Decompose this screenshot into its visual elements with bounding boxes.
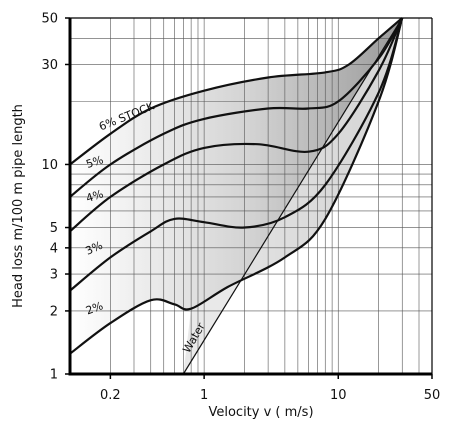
- y-tick-label: 4: [50, 241, 58, 256]
- tick-labels: 0.2 1 10 50 1 2 3 4 5 10 30 50: [41, 12, 440, 404]
- curve-label-3: 3%: [83, 239, 104, 258]
- y-tick-label: 1: [50, 368, 58, 383]
- y-tick-label: 5: [50, 221, 58, 236]
- curve-water: [182, 17, 403, 375]
- curve-4: [69, 17, 404, 233]
- y-tick-label: 30: [41, 58, 58, 73]
- y-tick-label: 50: [41, 12, 58, 27]
- curve-5: [69, 17, 404, 198]
- x-tick-label: 10: [330, 388, 347, 403]
- shaded-area: [70, 18, 403, 354]
- curve-3: [69, 17, 404, 292]
- plot-frame: [68, 17, 433, 376]
- x-tick-label: 1: [200, 388, 208, 403]
- x-tick-label: 50: [424, 388, 441, 403]
- y-tick-label: 3: [50, 268, 58, 283]
- y-tick-label: 2: [50, 304, 58, 319]
- curve-label-5: 5%: [84, 153, 105, 171]
- curve-2: [69, 17, 404, 355]
- curve-label-2: 2%: [84, 299, 105, 317]
- shaded-region: [70, 18, 403, 374]
- x-tick-label: 0.2: [100, 388, 121, 403]
- y-axis-label: Head loss m/100 m pipe length: [11, 104, 26, 308]
- y-tick-label: 10: [41, 158, 58, 173]
- curve-6-stock: [69, 17, 403, 166]
- curves: [69, 17, 404, 375]
- x-axis-label: Velocity v ( m/s): [208, 405, 313, 420]
- curve-label-4: 4%: [84, 187, 105, 205]
